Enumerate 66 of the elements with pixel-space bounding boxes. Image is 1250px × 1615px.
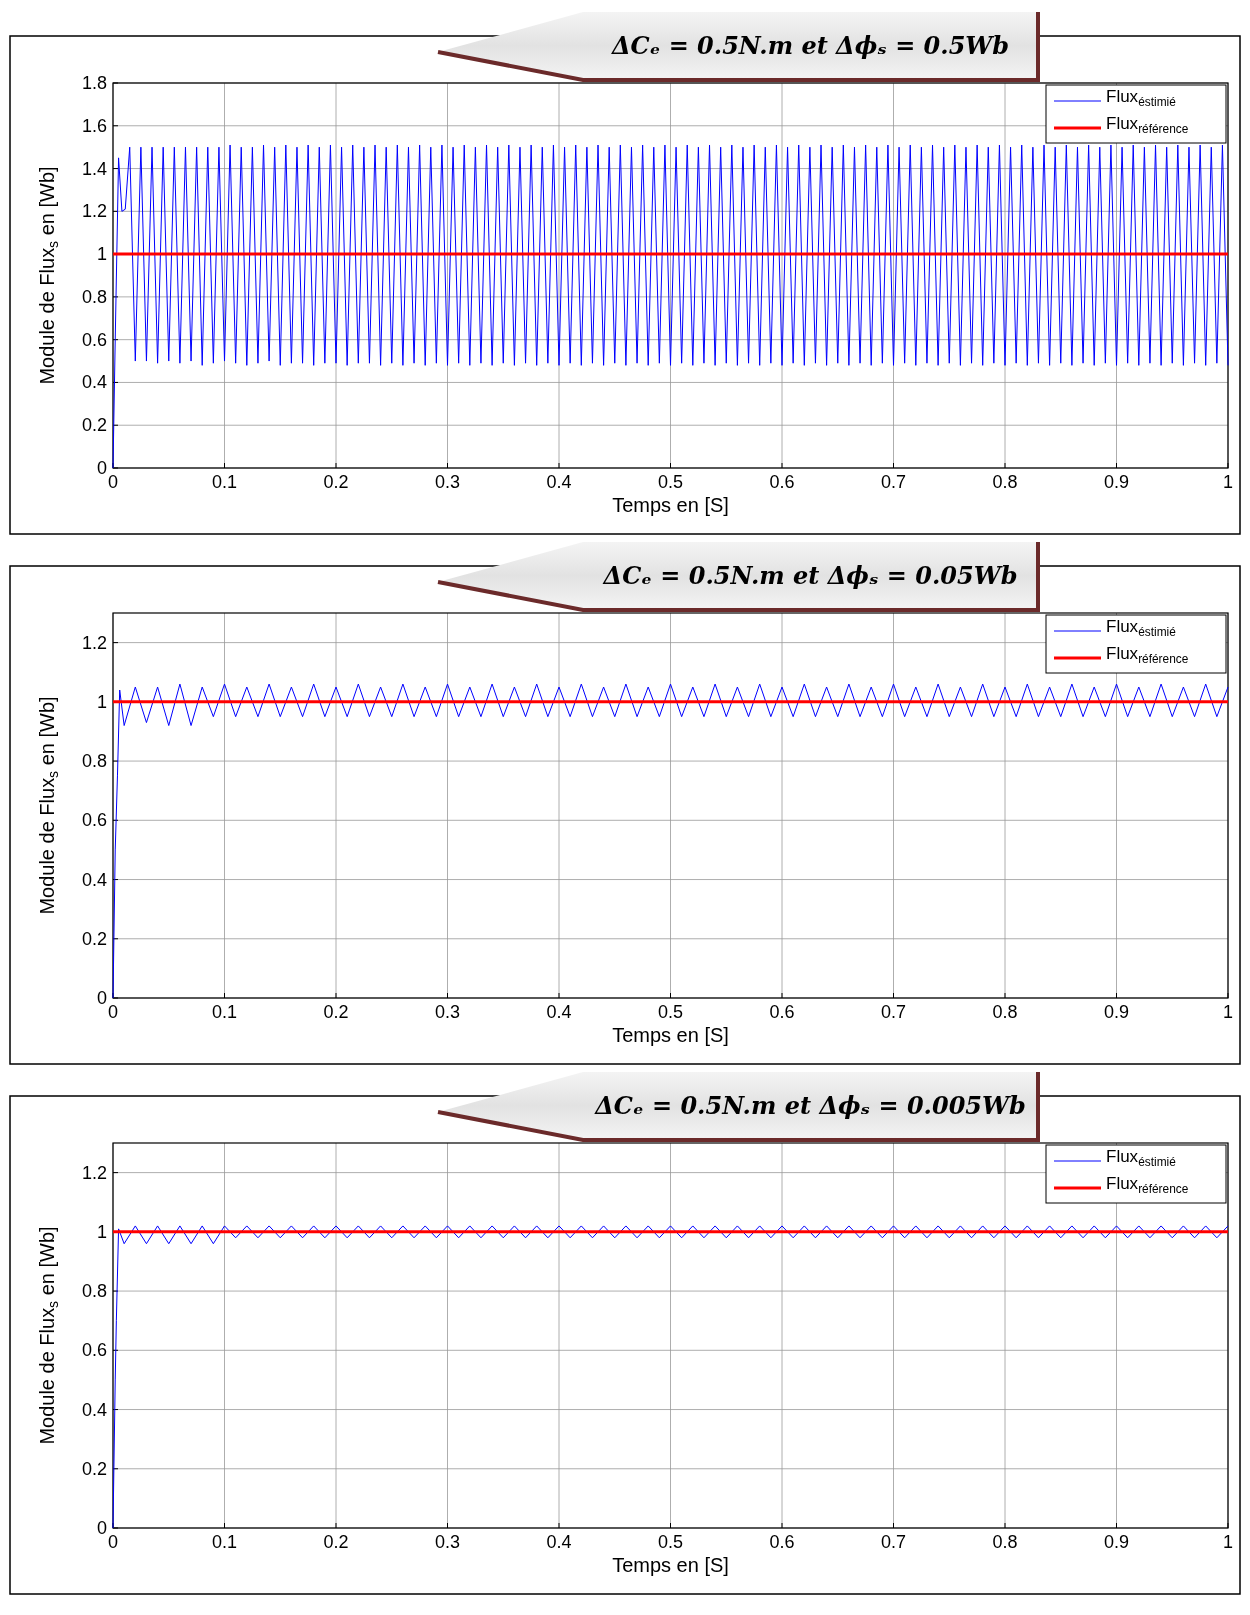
x-tick-label: 0.9 xyxy=(1103,472,1130,492)
x-tick-label: 0.1 xyxy=(211,1002,238,1022)
x-axis-title: Temps en [S] xyxy=(612,494,729,516)
y-tick-label: 1.6 xyxy=(81,115,107,136)
y-tick-label: 1 xyxy=(96,1221,107,1242)
chart-title: ΔCₑ = 0.5N.m et Δϕₛ = 0.5Wb xyxy=(610,31,1010,60)
x-tick-label: 0.2 xyxy=(323,1002,349,1022)
y-tick-label: 0.2 xyxy=(81,1458,107,1479)
y-tick-label: 0 xyxy=(96,458,107,478)
x-tick-label: 0.6 xyxy=(769,472,795,492)
y-tick-label: 1.4 xyxy=(81,158,107,179)
y-tick-label: 0.6 xyxy=(81,329,107,350)
y-tick-label: 0.6 xyxy=(81,1340,107,1361)
x-tick-label: 0.3 xyxy=(434,1002,461,1022)
x-tick-label: 0.8 xyxy=(992,1002,1018,1022)
legend-label: Flux$_{référence}$ xyxy=(1106,644,1189,666)
x-tick-label: 0.6 xyxy=(769,1002,795,1022)
x-tick-label: 0.9 xyxy=(1103,1002,1130,1022)
y-tick-label: 0.8 xyxy=(81,751,107,772)
y-tick-label: 1 xyxy=(96,691,107,712)
x-tick-label: 0.3 xyxy=(434,472,461,492)
y-tick-label: 1.2 xyxy=(81,1162,107,1183)
y-tick-label: 1.2 xyxy=(81,632,107,653)
legend-label: Flux$_{éstimié}$ xyxy=(1106,87,1177,109)
x-tick-label: 0.8 xyxy=(992,472,1018,492)
x-tick-label: 0.9 xyxy=(1103,1532,1130,1552)
x-tick-label: 1 xyxy=(1222,1002,1234,1022)
x-tick-label: 0.6 xyxy=(769,1532,795,1552)
y-tick-label: 0.2 xyxy=(81,415,107,436)
x-tick-label: 0.7 xyxy=(880,1532,907,1552)
legend-label: Flux$_{référence}$ xyxy=(1106,1174,1189,1196)
y-tick-label: 0.8 xyxy=(81,1281,107,1302)
y-tick-label: 0.8 xyxy=(81,286,107,307)
x-axis-title: Temps en [S] xyxy=(612,1554,729,1576)
chart-title: ΔCₑ = 0.5N.m et Δϕₛ = 0.05Wb xyxy=(602,561,1018,590)
y-tick-label: 1.2 xyxy=(81,201,107,222)
x-tick-label: 0.4 xyxy=(546,1532,572,1552)
chart-title: ΔCₑ = 0.5N.m et Δϕₛ = 0.005Wb xyxy=(594,1091,1026,1120)
y-tick-label: 0.2 xyxy=(81,928,107,949)
legend-label: Flux$_{éstimié}$ xyxy=(1106,617,1177,639)
legend-label: Flux$_{éstimié}$ xyxy=(1106,1147,1177,1169)
y-tick-label: 0.4 xyxy=(81,869,107,890)
x-tick-label: 1 xyxy=(1222,472,1234,492)
x-tick-label: 0.4 xyxy=(546,1002,572,1022)
x-tick-label: 0.2 xyxy=(323,472,349,492)
y-tick-label: 1.8 xyxy=(81,73,107,93)
legend-label: Flux$_{référence}$ xyxy=(1106,114,1189,136)
x-tick-label: 0.1 xyxy=(211,472,238,492)
x-tick-label: 0.5 xyxy=(657,472,684,492)
x-tick-label: 0.2 xyxy=(323,1532,349,1552)
x-tick-label: 0.7 xyxy=(880,1002,907,1022)
y-tick-label: 0.6 xyxy=(81,810,107,831)
x-tick-label: 1 xyxy=(1222,1532,1234,1552)
x-tick-label: 0.1 xyxy=(211,1532,238,1552)
y-tick-label: 1 xyxy=(96,244,107,265)
x-tick-label: 0.3 xyxy=(434,1532,461,1552)
x-tick-label: 0.8 xyxy=(992,1532,1018,1552)
x-axis-title: Temps en [S] xyxy=(612,1024,729,1046)
x-tick-label: 0.5 xyxy=(657,1002,684,1022)
y-tick-label: 0 xyxy=(96,1518,107,1538)
y-tick-label: 0.4 xyxy=(81,372,107,393)
x-tick-label: 0.4 xyxy=(546,472,572,492)
x-tick-label: 0.5 xyxy=(657,1532,684,1552)
y-tick-label: 0 xyxy=(96,988,107,1008)
y-tick-label: 0.4 xyxy=(81,1399,107,1420)
x-tick-label: 0.7 xyxy=(880,472,907,492)
